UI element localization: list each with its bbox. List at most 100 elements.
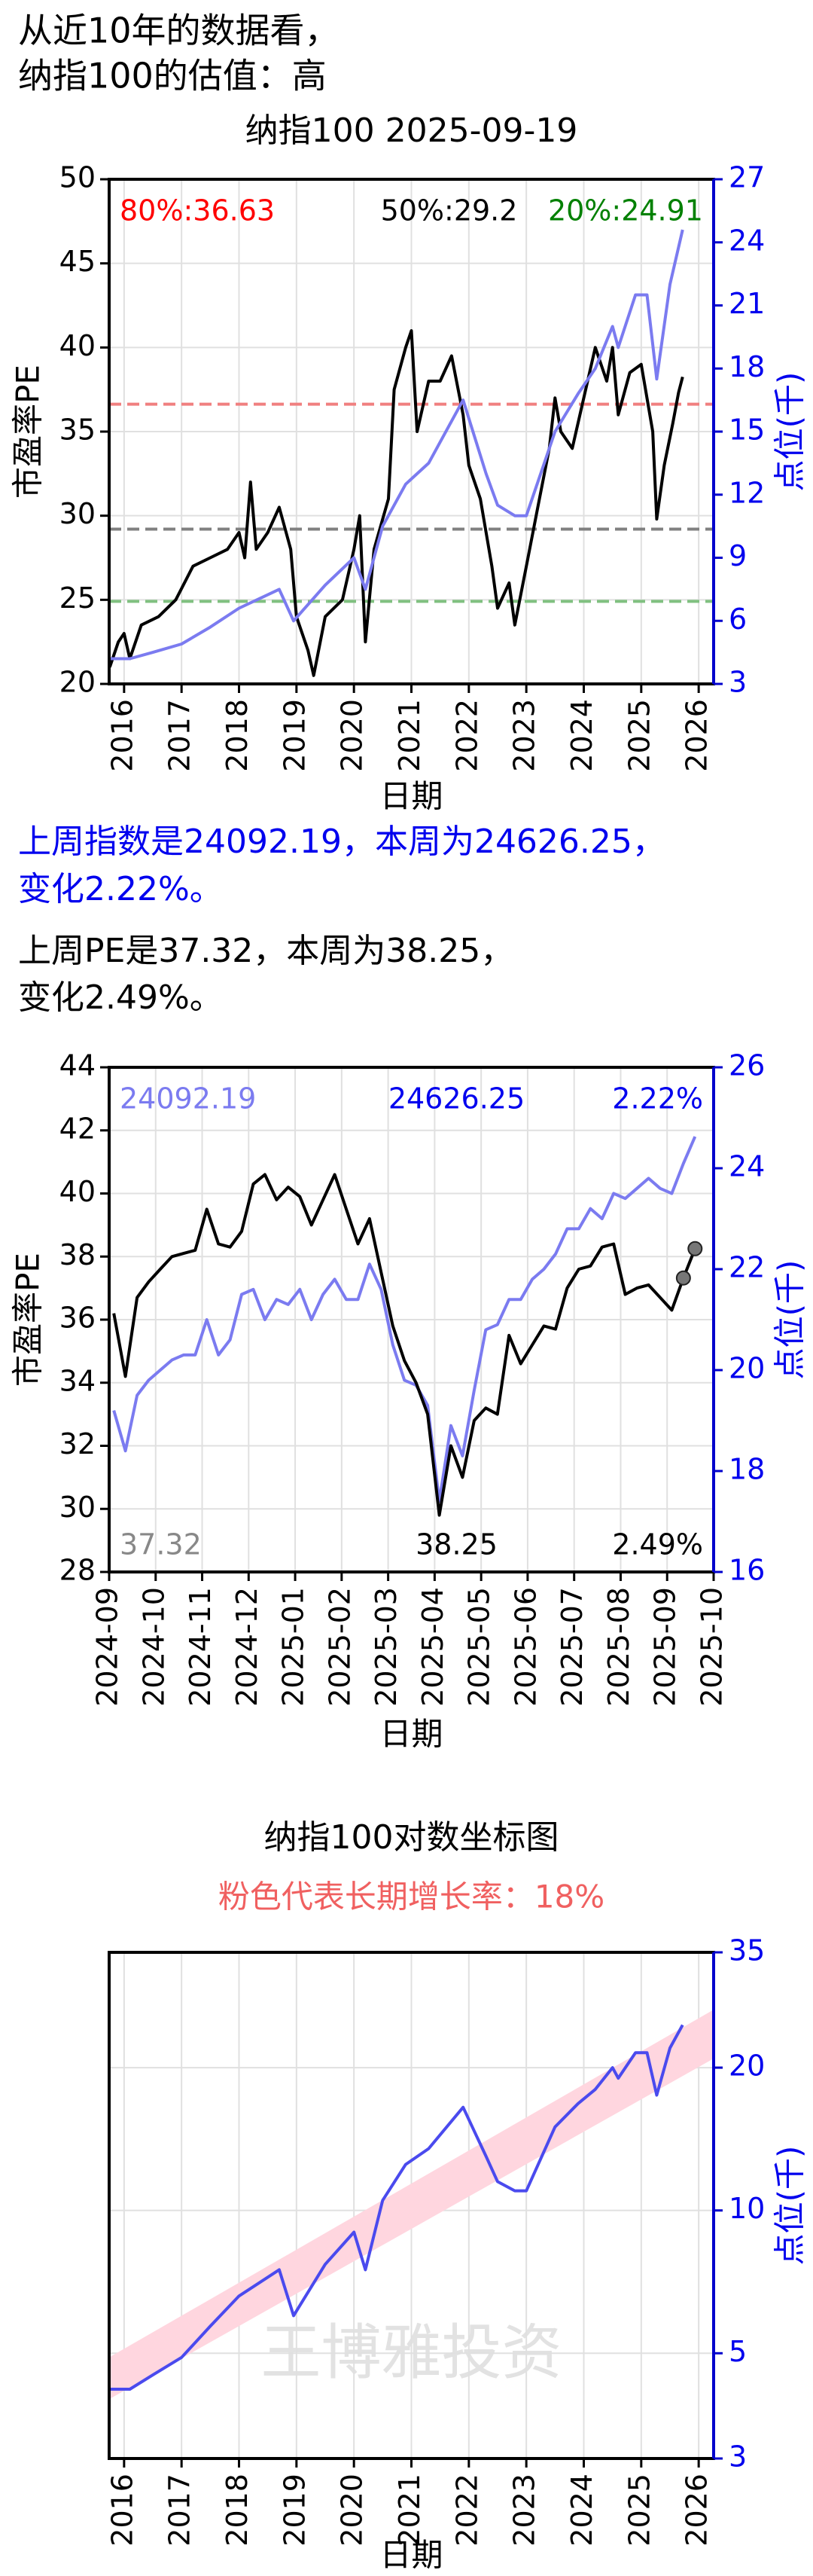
reference-label: 80%:36.63 bbox=[120, 194, 275, 227]
x-tick-label: 2024-12 bbox=[230, 1587, 263, 1707]
reference-label: 20%:24.91 bbox=[548, 194, 703, 227]
x-tick-label: 2020 bbox=[336, 699, 369, 772]
y2-axis-label: 点位(千) bbox=[772, 1260, 808, 1380]
x-tick-label: 2025 bbox=[623, 2474, 656, 2547]
x-tick-label: 2026 bbox=[681, 2474, 714, 2547]
x-tick-label: 2025-03 bbox=[370, 1587, 403, 1707]
annotation: 24092.19 bbox=[120, 1082, 256, 1116]
x-tick-label: 2017 bbox=[163, 2474, 196, 2547]
x-tick-label: 2023 bbox=[508, 699, 541, 772]
x-tick-label: 2021 bbox=[393, 699, 426, 772]
y2-tick-label: 27 bbox=[729, 161, 765, 194]
index-summary: 上周指数是24092.19，本周为24626.25， bbox=[18, 823, 665, 861]
x-tick-label: 2025 bbox=[623, 699, 656, 772]
annotation: 24626.25 bbox=[388, 1082, 525, 1116]
y-axis-label: 市盈率PE bbox=[10, 365, 47, 499]
growth-band bbox=[109, 2010, 714, 2400]
y2-axis-label: 点位(千) bbox=[772, 2146, 808, 2266]
y2-tick-label: 26 bbox=[729, 1049, 765, 1082]
series-line bbox=[112, 1136, 697, 1503]
x-tick-label: 2016 bbox=[105, 2474, 139, 2547]
y-axis-label: 市盈率PE bbox=[10, 1253, 47, 1387]
y2-tick-label: 24 bbox=[729, 1150, 765, 1183]
y2-tick-label: 18 bbox=[729, 1453, 765, 1486]
index-summary: 变化2.22%。 bbox=[18, 870, 223, 908]
y2-axis-label: 点位(千) bbox=[772, 372, 808, 492]
annotation: 37.32 bbox=[120, 1528, 202, 1561]
y-tick-label: 25 bbox=[59, 581, 96, 615]
y2-tick-label: 21 bbox=[729, 287, 765, 320]
y-tick-label: 36 bbox=[59, 1302, 96, 1335]
y-tick-label: 30 bbox=[59, 1491, 96, 1524]
chart-title: 纳指100 2025-09-19 bbox=[245, 111, 578, 150]
y2-tick-label: 24 bbox=[729, 224, 765, 257]
x-tick-label: 2024 bbox=[565, 2474, 598, 2547]
y-tick-label: 30 bbox=[59, 497, 96, 530]
x-tick-label: 2020 bbox=[336, 2474, 369, 2547]
x-tick-label: 2025-07 bbox=[556, 1587, 589, 1707]
x-tick-label: 2025-08 bbox=[602, 1587, 635, 1707]
y-tick-label: 40 bbox=[59, 329, 96, 362]
x-tick-label: 2025-05 bbox=[463, 1587, 496, 1707]
annotation: 2.22% bbox=[612, 1082, 703, 1116]
x-tick-label: 2025-06 bbox=[509, 1587, 542, 1707]
y2-tick-label: 35 bbox=[729, 1934, 765, 1967]
y-tick-label: 20 bbox=[59, 666, 96, 699]
y2-tick-label: 6 bbox=[729, 603, 747, 636]
x-tick-label: 2025-02 bbox=[323, 1587, 356, 1707]
x-axis-label: 日期 bbox=[379, 1716, 443, 1753]
y2-tick-label: 18 bbox=[729, 350, 765, 383]
chart-title: 纳指100对数坐标图 bbox=[264, 1818, 559, 1857]
series-line bbox=[108, 329, 684, 677]
x-tick-label: 2025-09 bbox=[649, 1587, 682, 1707]
x-tick-label: 2019 bbox=[278, 699, 311, 772]
y2-tick-label: 3 bbox=[729, 666, 747, 699]
y-tick-label: 50 bbox=[59, 161, 96, 194]
x-tick-label: 2018 bbox=[221, 699, 254, 772]
intro-line: 纳指100的估值：高 bbox=[18, 56, 327, 96]
y2-tick-label: 20 bbox=[729, 1352, 765, 1385]
x-tick-label: 2018 bbox=[221, 2474, 254, 2547]
y2-tick-label: 22 bbox=[729, 1251, 765, 1284]
x-tick-label: 2017 bbox=[163, 699, 196, 772]
x-tick-label: 2025-10 bbox=[696, 1587, 729, 1707]
x-axis-label: 日期 bbox=[379, 778, 443, 815]
x-tick-label: 2025-01 bbox=[277, 1587, 310, 1707]
x-tick-label: 2024-09 bbox=[91, 1587, 124, 1707]
annotation: 38.25 bbox=[416, 1528, 498, 1561]
x-tick-label: 2022 bbox=[450, 699, 483, 772]
x-tick-label: 2024 bbox=[565, 699, 598, 772]
y-tick-label: 38 bbox=[59, 1238, 96, 1271]
x-tick-label: 2016 bbox=[105, 699, 139, 772]
y2-tick-label: 9 bbox=[729, 539, 747, 572]
y-tick-label: 40 bbox=[59, 1175, 96, 1208]
y2-tick-label: 5 bbox=[729, 2335, 747, 2368]
y-tick-label: 34 bbox=[59, 1364, 96, 1397]
series-line bbox=[109, 229, 684, 661]
x-tick-label: 2024-11 bbox=[184, 1587, 217, 1707]
series-line bbox=[109, 2024, 684, 2391]
y-tick-label: 45 bbox=[59, 245, 96, 278]
y2-tick-label: 10 bbox=[729, 2192, 765, 2225]
pe-summary: 变化2.49%。 bbox=[18, 978, 223, 1017]
y-tick-label: 42 bbox=[59, 1112, 96, 1145]
y2-tick-label: 12 bbox=[729, 476, 765, 509]
reference-label: 50%:29.2 bbox=[381, 194, 518, 227]
annotation: 2.49% bbox=[612, 1528, 703, 1561]
x-tick-label: 2021 bbox=[393, 2474, 426, 2547]
y-tick-label: 32 bbox=[59, 1427, 96, 1460]
y2-tick-label: 20 bbox=[729, 2050, 765, 2083]
chart-subtitle: 粉色代表长期增长率：18% bbox=[218, 1879, 604, 1915]
x-tick-label: 2025-04 bbox=[416, 1587, 449, 1707]
point-marker bbox=[675, 1270, 691, 1286]
x-tick-label: 2019 bbox=[278, 2474, 311, 2547]
x-tick-label: 2026 bbox=[681, 699, 714, 772]
x-tick-label: 2022 bbox=[450, 2474, 483, 2547]
y2-tick-label: 16 bbox=[729, 1554, 765, 1587]
x-tick-label: 2024-10 bbox=[137, 1587, 170, 1707]
point-marker bbox=[687, 1241, 703, 1256]
y-tick-label: 35 bbox=[59, 414, 96, 447]
y2-tick-label: 15 bbox=[729, 414, 765, 447]
intro-line: 从近10年的数据看， bbox=[18, 11, 340, 51]
